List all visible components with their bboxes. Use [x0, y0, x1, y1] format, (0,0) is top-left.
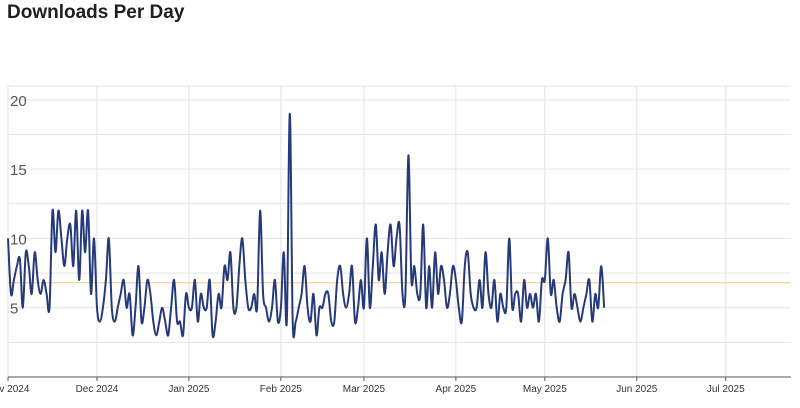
x-tick-label: Jul 2025 [707, 384, 745, 395]
x-tick-label: May 2025 [523, 384, 567, 395]
y-tick-label: 20 [10, 93, 27, 110]
x-tick-label: Apr 2025 [436, 384, 477, 395]
downloads-series-line [7, 112, 606, 339]
x-tick-label: Nov 2024 [0, 384, 30, 395]
y-tick-label: 10 [10, 231, 27, 248]
y-tick-label: 5 [10, 301, 18, 318]
x-tick-label: Dec 2024 [76, 384, 119, 395]
x-tick-label: Jun 2025 [616, 384, 658, 395]
chart-title: Downloads Per Day [7, 2, 185, 23]
x-tick-label: Feb 2025 [260, 384, 303, 395]
x-tick-label: Jan 2025 [168, 384, 210, 395]
x-tick-label: Mar 2025 [343, 384, 386, 395]
y-tick-label: 15 [10, 162, 27, 179]
